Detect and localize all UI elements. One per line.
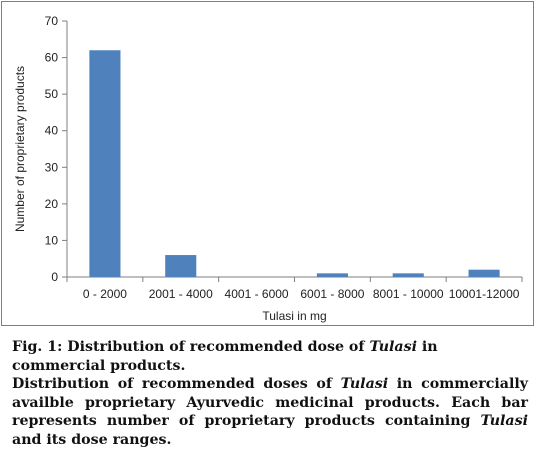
x-tick-labels: 0 - 2000 2001 - 4000 4001 - 6000 6001 - 800… bbox=[83, 287, 520, 301]
bar bbox=[392, 273, 424, 277]
y-axis-title: Number of proprietary products bbox=[13, 66, 27, 232]
x-tick-label: 10001-12000 bbox=[449, 287, 520, 301]
y-tick-label: 50 bbox=[45, 87, 59, 101]
bar bbox=[468, 269, 500, 277]
y-tick-label: 60 bbox=[45, 51, 59, 65]
caption-body-suffix: and its dose ranges. bbox=[12, 431, 172, 448]
y-tick-label: 30 bbox=[45, 160, 59, 174]
bar-chart: 0 10 20 30 40 50 60 70 0 - 2000 2001 - 4000 4001 … bbox=[13, 14, 523, 323]
caption-body-italic-2: Tulasi bbox=[480, 413, 528, 429]
caption-title-italic: Tulasi bbox=[369, 339, 417, 355]
figure-caption: Fig. 1: Distribution of recommended dose… bbox=[12, 338, 528, 449]
caption-body-italic-1: Tulasi bbox=[340, 376, 389, 392]
y-tick-label: 20 bbox=[45, 197, 59, 211]
caption-title-text: Fig. 1: Distribution of recommended dose… bbox=[12, 339, 370, 355]
x-tick-label: 0 - 2000 bbox=[83, 287, 127, 301]
x-tick-label: 4001 - 6000 bbox=[225, 287, 289, 301]
x-tick-label: 2001 - 4000 bbox=[149, 287, 213, 301]
bar bbox=[165, 255, 197, 277]
caption-title-suffix: in commercial products. bbox=[12, 339, 438, 374]
y-tick-label: 0 bbox=[51, 270, 58, 284]
caption-body-text: Distribution of recommended doses of bbox=[12, 376, 341, 392]
caption-body: Distribution of recommended doses of Tul… bbox=[12, 375, 528, 449]
bars bbox=[89, 50, 500, 277]
x-axis bbox=[66, 276, 523, 282]
y-tick-label: 40 bbox=[45, 124, 59, 138]
x-tick-label: 8001 - 10000 bbox=[373, 287, 444, 301]
chart-frame: 0 10 20 30 40 50 60 70 0 - 2000 2001 - 4000 4001 … bbox=[1, 1, 534, 326]
caption-title: Fig. 1: Distribution of recommended dose… bbox=[12, 338, 528, 375]
bar bbox=[316, 273, 348, 277]
x-tick-label: 6001 - 8000 bbox=[300, 287, 364, 301]
y-tick-label: 70 bbox=[45, 14, 59, 28]
bar bbox=[89, 50, 121, 277]
y-axis: 0 10 20 30 40 50 60 70 bbox=[45, 14, 68, 284]
caption-body-mid: in commercially availble proprietary Ayu… bbox=[12, 376, 528, 429]
x-axis-title: Tulasi in mg bbox=[262, 309, 326, 323]
y-tick-label: 10 bbox=[45, 233, 59, 247]
